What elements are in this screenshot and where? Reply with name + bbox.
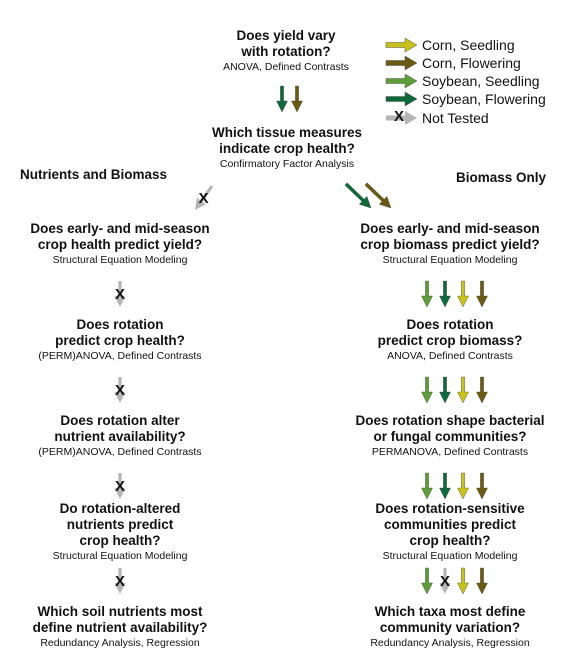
arrow-not-tested [114,568,126,594]
arrow-soybean-seedling [421,472,433,500]
arrow-not-tested [114,377,126,403]
arrow-corn-flowering [476,376,488,404]
node-method: PERMANOVA, Defined Contrasts [371,446,529,458]
node-left-soil-nutrients: Which soil nutrients most define nutrien… [5,604,235,650]
node-right-rotation-biomass: Does rotation predict crop biomass? ANOV… [335,317,565,363]
arrow-soybean-seedling [421,567,433,595]
arrow-corn-seedling [457,567,469,595]
node-method: (PERM)ANOVA, Defined Contrasts [38,350,202,362]
node-method: Confirmatory Factor Analysis [219,158,355,170]
node-method: (PERM)ANOVA, Defined Contrasts [38,446,202,458]
node-method: ANOVA, Defined Contrasts [223,61,349,73]
arrow-corn-seedling [457,280,469,308]
node-yield-rotation: Does yield vary with rotation? ANOVA, De… [186,28,386,74]
arrow-corn-seedling [457,472,469,500]
node-right-taxa: Which taxa most define community variati… [335,604,565,650]
legend-arrow-icon [385,55,418,71]
arrow-not-tested [114,281,126,307]
legend-arrow-icon [385,37,418,53]
arrow-soybean-seedling [421,376,433,404]
arrow-not-tested [114,473,126,499]
arrow-soybean-seedling [421,280,433,308]
node-method: Structural Equation Modeling [382,254,518,266]
node-right-biomass-yield: Does early- and mid-season crop biomass … [335,221,565,267]
arrow-soybean-flowering [439,472,451,500]
arrow-soybean-flowering [344,182,372,209]
node-right-communities-health: Does rotation-sensitive communities pred… [335,501,565,563]
node-question: Do rotation-altered nutrients predict cr… [59,501,181,548]
node-left-rotation-health: Does rotation predict crop health? (PERM… [5,317,235,363]
arrow-corn-flowering [476,472,488,500]
arrow-soybean-flowering [439,376,451,404]
node-question: Does rotation predict crop health? [55,317,185,348]
node-method: Structural Equation Modeling [52,254,188,266]
node-method: Structural Equation Modeling [52,550,188,562]
arrow-soybean-flowering [439,280,451,308]
node-question: Which tissue measures indicate crop heal… [211,125,363,156]
legend-item-soybean-flowering: Soybean, Flowering [384,90,574,108]
legend-arrow-icon [386,111,417,125]
node-method: ANOVA, Defined Contrasts [387,350,513,362]
node-tissue-measures: Which tissue measures indicate crop heal… [172,125,402,171]
arrow-not-tested [439,568,451,594]
node-method: Redundancy Analysis, Regression [370,637,530,649]
arrow-soybean-flowering [276,85,288,113]
legend-arrow-icon [385,73,418,89]
arrow-corn-flowering [476,567,488,595]
node-question: Does rotation shape bacterial or fungal … [355,413,545,444]
not-tested-x-icon: X [394,108,405,125]
section-biomass-only: Biomass Only [456,170,547,185]
node-question: Does rotation-sensitive communities pred… [375,501,525,548]
legend-item-corn-flowering: Corn, Flowering [384,54,574,72]
arrow-not-tested [195,185,214,210]
arrow-corn-flowering [291,85,303,113]
not-tested-x-icon: X [115,573,125,590]
not-tested-x-icon: X [115,478,125,495]
node-question: Does early- and mid-season crop biomass … [360,221,540,252]
node-question: Which taxa most define community variati… [374,604,526,635]
legend-arrow-icon [385,91,418,107]
node-right-communities: Does rotation shape bacterial or fungal … [335,413,565,459]
arrow-corn-flowering [476,280,488,308]
node-left-nutrient-availability: Does rotation alter nutrient availabilit… [5,413,235,459]
legend-item-soybean-seedling: Soybean, Seedling [384,72,574,90]
node-method: Redundancy Analysis, Regression [40,637,200,649]
legend-item-not-tested: X Not Tested [384,108,574,127]
not-tested-x-icon: X [115,382,125,399]
node-left-health-yield: Does early- and mid-season crop health p… [5,221,235,267]
not-tested-x-icon: X [198,190,208,207]
arrow-corn-seedling [457,376,469,404]
section-nutrients-biomass: Nutrients and Biomass [20,167,168,182]
arrow-corn-flowering [364,182,392,209]
legend-item-corn-seedling: Corn, Seedling [384,36,574,54]
node-question: Does early- and mid-season crop health p… [30,221,210,252]
node-question: Which soil nutrients most define nutrien… [32,604,208,635]
not-tested-x-icon: X [440,573,450,590]
node-method: Structural Equation Modeling [382,550,518,562]
node-question: Does yield vary with rotation? [236,28,336,59]
not-tested-x-icon: X [115,286,125,303]
node-question: Does rotation predict crop biomass? [377,317,523,348]
node-question: Does rotation alter nutrient availabilit… [54,413,186,444]
node-left-nutrients-health: Do rotation-altered nutrients predict cr… [5,501,235,563]
